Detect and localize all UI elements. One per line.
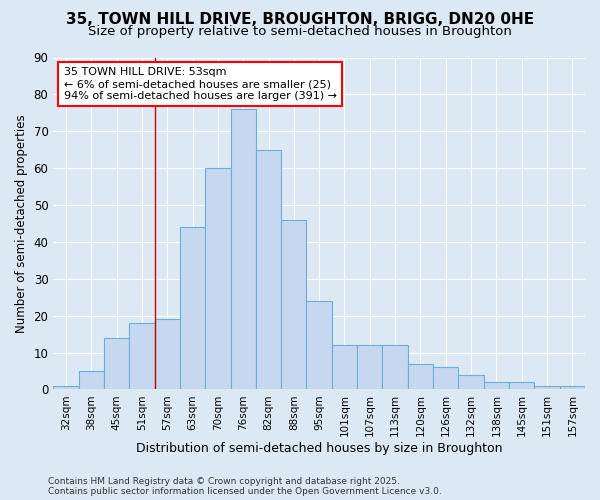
Y-axis label: Number of semi-detached properties: Number of semi-detached properties (15, 114, 28, 333)
Bar (535, 386, 560, 390)
Bar (357, 345, 382, 390)
Bar (79, 371, 104, 390)
Bar (307, 301, 332, 390)
Bar (458, 374, 484, 390)
Text: Size of property relative to semi-detached houses in Broughton: Size of property relative to semi-detach… (88, 25, 512, 38)
Bar (509, 382, 535, 390)
Bar (205, 168, 230, 390)
Bar (382, 345, 408, 390)
Bar (104, 338, 129, 390)
Bar (155, 320, 180, 390)
Bar (433, 368, 458, 390)
Text: Contains HM Land Registry data © Crown copyright and database right 2025.
Contai: Contains HM Land Registry data © Crown c… (48, 476, 442, 496)
Bar (560, 386, 585, 390)
Bar (180, 227, 205, 390)
Text: 35, TOWN HILL DRIVE, BROUGHTON, BRIGG, DN20 0HE: 35, TOWN HILL DRIVE, BROUGHTON, BRIGG, D… (66, 12, 534, 28)
Bar (53, 386, 79, 390)
Bar (332, 345, 357, 390)
Text: 35 TOWN HILL DRIVE: 53sqm
← 6% of semi-detached houses are smaller (25)
94% of s: 35 TOWN HILL DRIVE: 53sqm ← 6% of semi-d… (64, 68, 337, 100)
Bar (129, 323, 155, 390)
X-axis label: Distribution of semi-detached houses by size in Broughton: Distribution of semi-detached houses by … (136, 442, 502, 455)
Bar (408, 364, 433, 390)
Bar (230, 109, 256, 390)
Bar (281, 220, 307, 390)
Bar (256, 150, 281, 390)
Bar (484, 382, 509, 390)
